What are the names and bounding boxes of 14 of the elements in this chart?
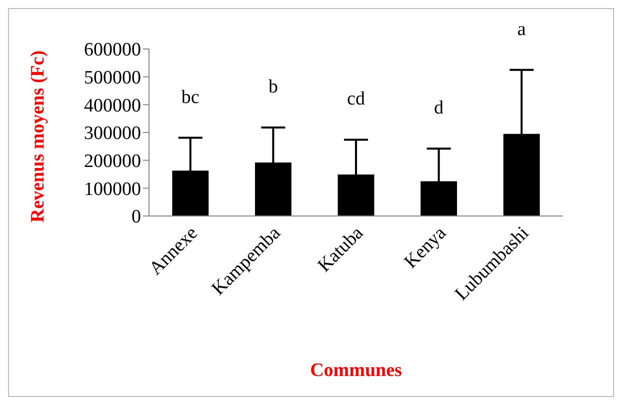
y-tick-label: 600000: [84, 40, 141, 61]
annotation: cd: [347, 88, 366, 110]
x-axis-title: Communes: [310, 360, 402, 381]
annotation: bc: [181, 86, 200, 108]
annotation: d: [434, 98, 444, 119]
y-tick-label: 200000: [84, 151, 141, 172]
y-tick-label: 100000: [84, 178, 141, 200]
y-tick-label: 500000: [84, 68, 141, 89]
y-tick-label: 400000: [84, 95, 141, 116]
annotation: b: [268, 76, 278, 98]
y-tick-label: 300000: [84, 123, 141, 144]
text: a: [517, 18, 526, 40]
y-tick-label: 0: [132, 206, 141, 228]
y-axis-title: Revenus moyens (Fc): [28, 50, 49, 222]
